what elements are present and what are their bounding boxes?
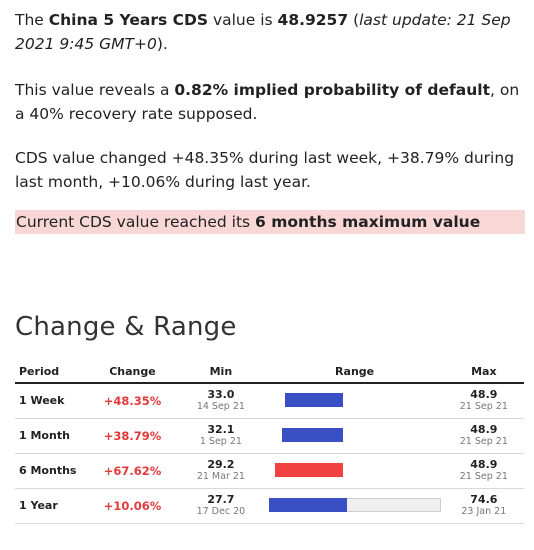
row-max: 74.6 23 Jan 21: [443, 488, 524, 524]
max-value: 74.6: [470, 492, 498, 506]
row-range: [265, 453, 444, 489]
range-bar: [269, 392, 439, 409]
change-range-table: Period Change Min Range Max 1 Week +48.35…: [15, 361, 524, 524]
section-title: Change & Range: [15, 312, 237, 342]
instrument-name: China 5 Years CDS: [48, 11, 209, 29]
min-date: 17 Dec 20: [196, 505, 246, 517]
range-bar: [269, 427, 439, 444]
row-max: 48.9 21 Sep 21: [443, 453, 524, 489]
header-max: Max: [443, 361, 524, 384]
range-fill: [281, 427, 344, 442]
row-range: [265, 383, 444, 419]
alert-text: Current CDS value reached its: [16, 213, 256, 231]
row-period: 6 Months: [15, 453, 89, 489]
row-change: +38.79%: [88, 418, 177, 454]
max-date: 23 Jan 21: [461, 505, 507, 517]
last-update: last update: 21 Sep 2021 9:45 GMT+0: [15, 11, 511, 53]
probability-text: This value reveals a: [15, 81, 175, 99]
summary-text: value is: [208, 11, 278, 29]
range-bar: [269, 497, 442, 514]
header-min: Min: [176, 361, 266, 384]
alert-highlight: 6 months maximum value: [255, 213, 481, 231]
summary-text: The: [15, 11, 49, 29]
table-row: 1 Month +38.79% 32.1 1 Sep 21 48.9 21 Sep 21: [15, 418, 524, 454]
row-period: 1 Year: [15, 488, 89, 524]
row-min: 32.1 1 Sep 21: [176, 418, 266, 454]
max-date: 21 Sep 21: [459, 470, 508, 482]
min-value: 27.7: [207, 492, 235, 506]
probability-text: , on a 40% recovery rate supposed.: [15, 81, 520, 123]
row-min: 29.2 21 Mar 21: [176, 453, 266, 489]
min-date: 21 Mar 21: [196, 470, 245, 482]
row-max: 48.9 21 Sep 21: [443, 418, 524, 454]
header-range: Range: [265, 361, 444, 384]
implied-probability: 0.82% implied probability of default: [174, 81, 490, 99]
summary-text: (: [348, 11, 360, 29]
range-bar: [269, 462, 439, 479]
range-fill: [284, 392, 344, 407]
row-change: +67.62%: [88, 453, 177, 489]
cds-summary: The China 5 Years CDS value is 48.9257 (…: [15, 8, 525, 56]
default-probability-text: This value reveals a 0.82% implied proba…: [15, 78, 525, 126]
row-range: [265, 488, 444, 524]
row-change: +48.35%: [88, 383, 177, 419]
header-change: Change: [88, 361, 177, 384]
table-header-row: Period Change Min Range Max: [15, 361, 524, 384]
cds-change-text: CDS value changed +48.35% during last we…: [15, 149, 515, 191]
max-value: 48.9: [470, 422, 498, 436]
table-row: 1 Week +48.35% 33.0 14 Sep 21 48.9 21 Sep 21: [15, 383, 524, 419]
min-date: 14 Sep 21: [196, 400, 245, 412]
header-period: Period: [15, 361, 89, 384]
row-min: 33.0 14 Sep 21: [176, 383, 266, 419]
max-value: 48.9: [470, 387, 498, 401]
cds-value: 48.9257: [277, 11, 349, 29]
row-period: 1 Week: [15, 383, 89, 419]
table-row: 1 Year +10.06% 27.7 17 Dec 20 74.6 23 Jan 21: [15, 488, 524, 524]
max-date: 21 Sep 21: [459, 435, 508, 447]
row-max: 48.9 21 Sep 21: [443, 383, 524, 419]
range-fill: [269, 497, 347, 512]
row-period: 1 Month: [15, 418, 89, 454]
min-date: 1 Sep 21: [199, 435, 242, 447]
min-value: 29.2: [207, 457, 235, 471]
max-value-alert: Current CDS value reached its 6 months m…: [15, 210, 525, 234]
row-range: [265, 418, 444, 454]
range-fill: [274, 462, 344, 477]
max-value: 48.9: [470, 457, 498, 471]
max-date: 21 Sep 21: [459, 400, 508, 412]
row-change: +10.06%: [88, 488, 177, 524]
table-row: 6 Months +67.62% 29.2 21 Mar 21 48.9 21 Sep 2…: [15, 453, 524, 489]
summary-text: ).: [156, 35, 168, 53]
min-value: 33.0: [207, 387, 235, 401]
min-value: 32.1: [207, 422, 235, 436]
row-min: 27.7 17 Dec 20: [176, 488, 266, 524]
